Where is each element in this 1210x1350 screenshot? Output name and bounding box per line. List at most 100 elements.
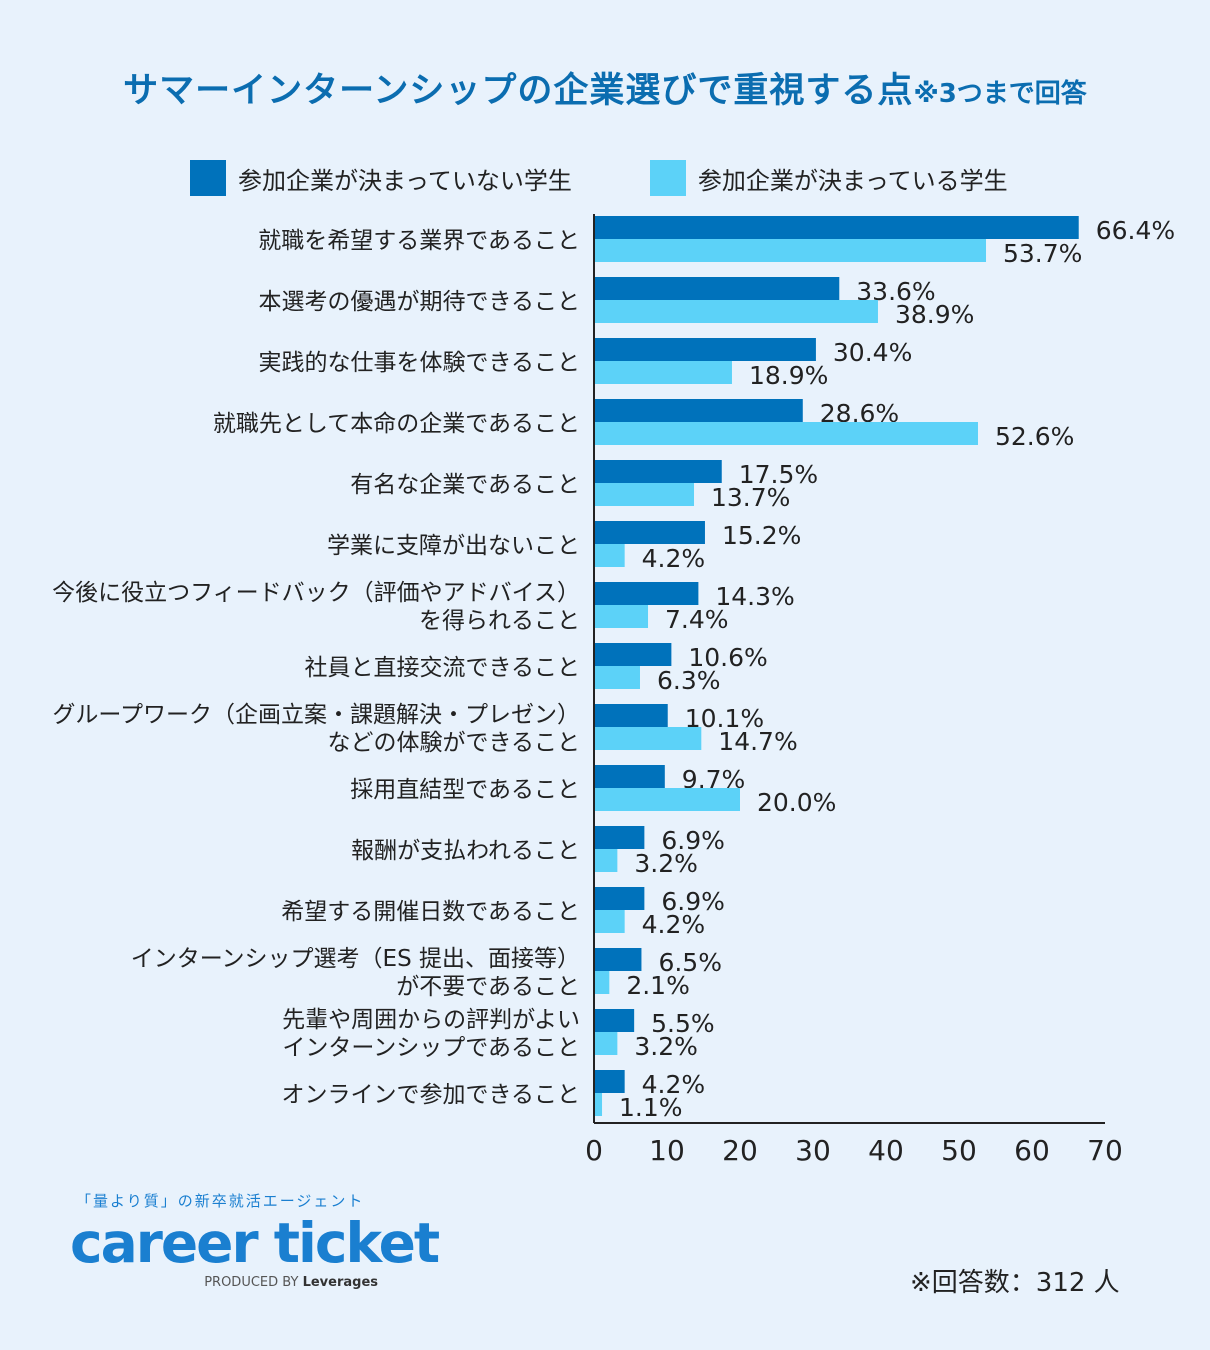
value-label-undecided: 6.5%	[658, 948, 722, 977]
category-label-line: インターンシップであること	[282, 1035, 580, 1061]
value-label-decided: 7.4%	[665, 605, 729, 634]
value-label-undecided: 14.3%	[715, 582, 794, 611]
x-tick-label: 30	[795, 1134, 831, 1167]
legend-label-undecided: 参加企業が決まっていない学生	[238, 166, 572, 195]
bar-decided	[594, 483, 695, 506]
x-tick-label: 70	[1087, 1134, 1123, 1167]
logo-tagline: 「量より質」の新卒就活エージェント	[76, 1192, 365, 1210]
category-label: 報酬が支払われること	[351, 838, 580, 864]
bar-decided	[594, 605, 649, 628]
category-label-line: 社員と直接交流できること	[304, 655, 580, 681]
bar-undecided	[594, 521, 705, 544]
category-label: 今後に役立つフィードバック（評価やアドバイス）を得られること	[52, 580, 580, 634]
bar-decided	[594, 666, 640, 689]
category-label-line: などの体験ができること	[327, 730, 580, 756]
value-label-decided: 1.1%	[619, 1093, 683, 1122]
category-label: 希望する開催日数であること	[281, 899, 580, 925]
category-label: 就職先として本命の企業であること	[213, 411, 580, 437]
category-label-line: 希望する開催日数であること	[281, 899, 580, 925]
bar-undecided	[594, 277, 840, 300]
bar-undecided	[594, 704, 668, 727]
value-label-decided: 18.9%	[749, 361, 828, 390]
category-label: 学業に支障が出ないこと	[327, 533, 580, 559]
bar-undecided	[594, 582, 699, 605]
response-count-note: ※回答数：312 人	[910, 1268, 1120, 1298]
value-label-undecided: 17.5%	[739, 460, 818, 489]
value-label-decided: 3.2%	[634, 849, 698, 878]
category-label-line: 本選考の優遇が期待できること	[258, 289, 580, 315]
value-label-decided: 38.9%	[895, 300, 974, 329]
value-label-decided: 4.2%	[642, 910, 706, 939]
category-label-line: 報酬が支払われること	[351, 838, 580, 864]
value-label-decided: 13.7%	[711, 483, 790, 512]
legend-item-decided: 参加企業が決まっている学生	[649, 160, 1008, 196]
x-tick-label: 40	[868, 1134, 904, 1167]
x-tick-label: 10	[649, 1134, 685, 1167]
bar-undecided	[594, 460, 722, 483]
chart-title-note: ※3つまで回答	[913, 79, 1087, 109]
career-ticket-logo: 「量より質」の新卒就活エージェント career ticket PRODUCED…	[70, 1190, 440, 1290]
legend-item-undecided: 参加企業が決まっていない学生	[190, 160, 572, 196]
category-label-line: 就職を希望する業界であること	[258, 228, 580, 254]
category-label: 社員と直接交流できること	[304, 655, 580, 681]
value-label-undecided: 4.2%	[642, 1070, 706, 1099]
bar-decided	[594, 1093, 603, 1116]
category-label-line: 先輩や周囲からの評判がよい	[282, 1007, 580, 1033]
value-label-decided: 14.7%	[718, 727, 797, 756]
logo-produced-by: PRODUCED BY Leverages	[70, 1275, 390, 1290]
bar-undecided	[594, 216, 1079, 239]
value-label-decided: 4.2%	[642, 544, 706, 573]
value-label-undecided: 10.6%	[688, 643, 767, 672]
value-label-decided: 53.7%	[1003, 239, 1082, 268]
category-label-line: 就職先として本命の企業であること	[213, 411, 580, 437]
category-label: 本選考の優遇が期待できること	[258, 289, 580, 315]
value-label-undecided: 30.4%	[833, 338, 912, 367]
category-label-line: が不要であること	[396, 974, 580, 1000]
category-label-line: 学業に支障が出ないこと	[327, 533, 580, 559]
legend: 参加企業が決まっていない学生 参加企業が決まっている学生	[190, 158, 1086, 198]
legend-label-decided: 参加企業が決まっている学生	[697, 166, 1008, 195]
value-label-undecided: 5.5%	[651, 1009, 715, 1038]
category-label: 先輩や周囲からの評判がよいインターンシップであること	[282, 1007, 580, 1061]
value-label-decided: 20.0%	[757, 788, 836, 817]
category-label: 有名な企業であること	[350, 472, 580, 498]
category-label-line: オンラインで参加できること	[281, 1082, 580, 1108]
bar-decided	[594, 361, 732, 384]
bar-decided	[594, 971, 610, 994]
value-label-decided: 2.1%	[626, 971, 690, 1000]
bar-decided	[594, 300, 878, 323]
bar-decided	[594, 788, 740, 811]
bar-decided	[594, 239, 987, 262]
category-label: 就職を希望する業界であること	[258, 228, 580, 254]
category-label-line: 今後に役立つフィードバック（評価やアドバイス）	[52, 580, 580, 606]
bar-undecided	[594, 338, 816, 361]
category-label-line: 実践的な仕事を体験できること	[258, 350, 580, 376]
bar-decided	[594, 849, 618, 872]
category-label: グループワーク（企画立案・課題解決・プレゼン）などの体験ができること	[52, 702, 580, 756]
chart-title-main: サマーインターンシップの企業選びで重視する点	[123, 71, 914, 111]
x-tick-label: 0	[585, 1134, 603, 1167]
bar-undecided	[594, 948, 642, 971]
category-label-line: 有名な企業であること	[350, 472, 580, 498]
logo-wordmark: career ticket	[70, 1211, 440, 1275]
x-tick-label: 20	[722, 1134, 758, 1167]
x-tick-label: 60	[1014, 1134, 1050, 1167]
value-label-decided: 6.3%	[657, 666, 721, 695]
category-label-line: グループワーク（企画立案・課題解決・プレゼン）	[52, 702, 580, 728]
bar-decided	[594, 422, 978, 445]
category-label-line: インターンシップ選考（ES 提出、面接等）	[131, 946, 580, 972]
category-label: オンラインで参加できること	[281, 1082, 580, 1108]
value-label-decided: 3.2%	[634, 1032, 698, 1061]
bar-decided	[594, 544, 625, 567]
value-label-undecided: 66.4%	[1096, 216, 1175, 245]
bar-decided	[594, 727, 702, 750]
category-label: インターンシップ選考（ES 提出、面接等）が不要であること	[131, 946, 580, 1000]
chart-title: サマーインターンシップの企業選びで重視する点※3つまで回答	[0, 62, 1210, 113]
logo-produced-by-text: PRODUCED BY	[204, 1275, 299, 1290]
bar-decided	[594, 1032, 618, 1055]
value-label-undecided: 6.9%	[661, 826, 725, 855]
value-label-undecided: 6.9%	[661, 887, 725, 916]
value-label-decided: 52.6%	[995, 422, 1074, 451]
bar-undecided	[594, 1070, 625, 1093]
bar-decided	[594, 910, 625, 933]
